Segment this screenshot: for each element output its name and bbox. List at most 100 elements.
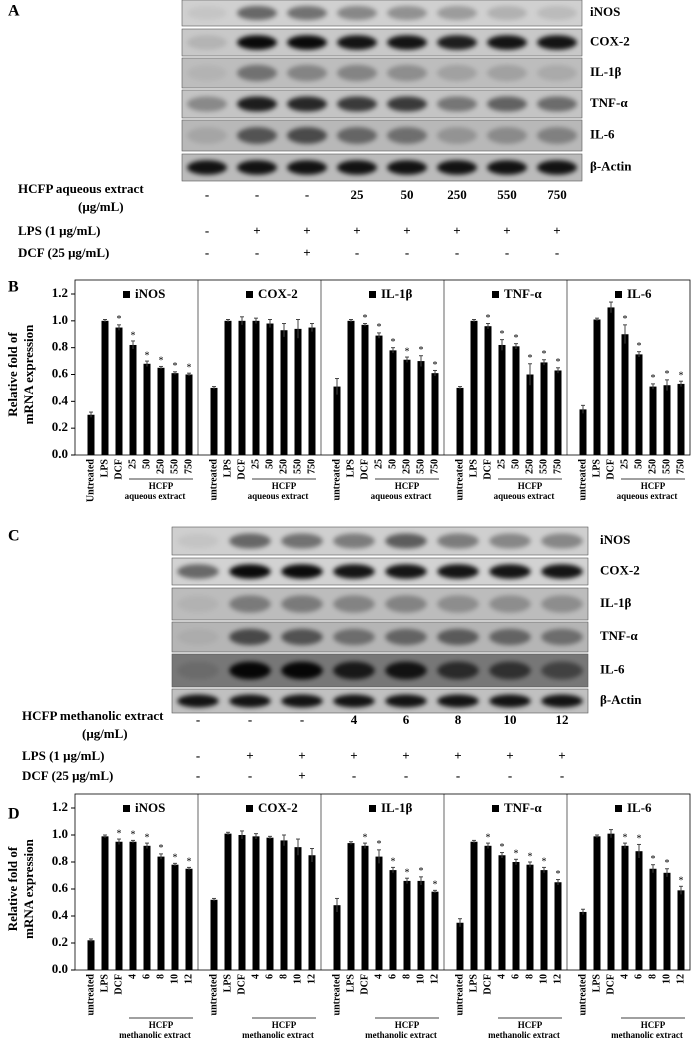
bar [663, 872, 671, 970]
x-tick-label: 550 [538, 459, 549, 474]
x-tick-label: LPS [591, 459, 602, 478]
significance-mark: * [131, 830, 136, 841]
significance-mark: * [187, 857, 192, 868]
blot-band [489, 694, 531, 708]
x-tick-label: LPS [591, 974, 602, 993]
blot-band [385, 661, 427, 680]
x-tick-label: 4 [496, 974, 507, 979]
x-tick-label: 12 [552, 974, 563, 984]
bar [210, 899, 218, 970]
bar [294, 847, 302, 970]
bar [171, 373, 179, 455]
bar [579, 911, 587, 970]
blot-band [487, 127, 527, 144]
blot-band [187, 5, 227, 21]
blot-band [333, 595, 375, 613]
x-tick-label: 50 [633, 459, 644, 469]
bar [498, 855, 506, 970]
group-label: methanolic extract [365, 1030, 437, 1040]
blot-band [541, 628, 583, 646]
lane-value: + [298, 768, 305, 783]
bar [101, 836, 109, 970]
treatment-label: LPS (1 μg/mL) [18, 223, 100, 238]
group-label: methanolic extract [488, 1030, 560, 1040]
significance-mark: * [651, 854, 656, 865]
bar [417, 880, 425, 970]
significance-mark: * [556, 869, 561, 880]
bar [389, 870, 397, 970]
significance-mark: * [363, 313, 368, 324]
x-tick-label: 10 [538, 974, 549, 984]
bar [677, 890, 685, 970]
y-tick-label: 0.8 [52, 853, 69, 868]
protein-label: IL-6 [590, 126, 615, 141]
x-tick-label: 4 [373, 974, 384, 979]
significance-mark: * [651, 373, 656, 384]
significance-mark: * [187, 362, 192, 373]
lane-value: 50 [401, 187, 414, 202]
significance-mark: * [542, 349, 547, 360]
lane-value: + [553, 223, 560, 238]
significance-mark: * [500, 329, 505, 340]
bar [498, 344, 506, 455]
blot-band [281, 661, 323, 680]
blot-band [537, 64, 577, 82]
bar [456, 387, 464, 455]
x-tick-label: 12 [429, 974, 440, 984]
y-axis-label: Relative fold of [5, 332, 20, 417]
bar [157, 367, 165, 455]
blot-band [229, 694, 271, 708]
y-tick-label: 0.2 [52, 934, 68, 949]
blot-band [537, 96, 577, 112]
legend-swatch [369, 805, 376, 812]
x-tick-label: 550 [661, 459, 672, 474]
bar [129, 344, 137, 455]
x-tick-label: 8 [155, 974, 166, 979]
lane-value: - [205, 223, 209, 238]
x-tick-label: Untreated [85, 459, 96, 503]
x-tick-label: LPS [468, 974, 479, 993]
x-tick-label: 6 [510, 974, 521, 979]
blot-band [537, 160, 577, 175]
x-tick-label: 550 [292, 459, 303, 474]
bar [456, 922, 464, 970]
blot-band [237, 160, 277, 175]
protein-label: TNF-α [590, 95, 628, 110]
lane-value: + [303, 223, 310, 238]
x-tick-label: untreated [331, 459, 342, 501]
significance-mark: * [637, 341, 642, 352]
bar [526, 864, 534, 970]
blot-band [337, 127, 377, 144]
bar [484, 845, 492, 970]
group-label: aqueous extract [617, 491, 678, 501]
lane-value: - [455, 245, 459, 260]
x-tick-label: 750 [183, 459, 194, 474]
blot-band [487, 64, 527, 82]
bar [308, 855, 316, 970]
blot-band [177, 661, 219, 680]
blot-band [229, 661, 271, 680]
blot-band [487, 160, 527, 175]
bar [361, 324, 369, 455]
blot-band [541, 595, 583, 613]
x-tick-label: 8 [524, 974, 535, 979]
treatment-label: HCFP aqueous extract [18, 181, 144, 196]
protein-label: IL-1β [590, 64, 622, 79]
y-tick-label: 1.2 [52, 285, 68, 300]
blot-band [387, 5, 427, 21]
blot-band [489, 661, 531, 680]
x-tick-label: LPS [345, 459, 356, 478]
group-label: HCFP [518, 481, 543, 491]
bar [185, 868, 193, 970]
bar [185, 374, 193, 455]
lane-value: - [405, 245, 409, 260]
group-label: aqueous extract [125, 491, 186, 501]
significance-mark: * [665, 858, 670, 869]
bar [375, 856, 383, 970]
significance-mark: * [528, 353, 533, 364]
blot-band [337, 160, 377, 175]
bar [252, 320, 260, 455]
panel-title: TNF-α [504, 800, 542, 815]
bar [579, 409, 587, 455]
x-tick-label: 4 [250, 974, 261, 979]
